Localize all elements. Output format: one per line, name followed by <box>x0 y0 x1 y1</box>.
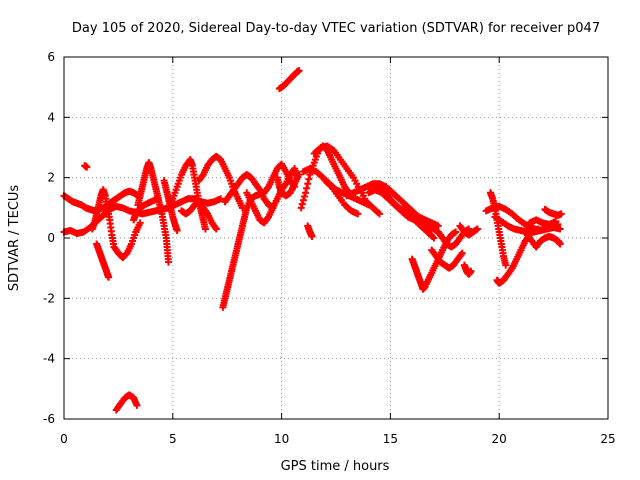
data-point <box>297 204 305 212</box>
y-tick-label: -2 <box>43 291 55 305</box>
series-arc-34 <box>493 225 542 287</box>
data-point <box>212 225 220 233</box>
data-point <box>303 184 311 192</box>
chart-title: Day 105 of 2020, Sidereal Day-to-day VTE… <box>72 21 600 36</box>
data-point <box>133 401 141 409</box>
x-axis-label: GPS time / hours <box>281 459 390 474</box>
data-point <box>295 67 303 75</box>
data-point <box>302 189 310 197</box>
series-arc-8 <box>130 195 162 224</box>
series-arc-5 <box>81 162 91 171</box>
series-arc-4 <box>93 240 113 281</box>
data-point <box>430 234 438 242</box>
y-axis-label: SDTVAR / TECUs <box>7 185 22 292</box>
data-point <box>105 273 113 281</box>
data-point <box>354 210 362 218</box>
data-point <box>434 222 442 230</box>
series-arc-29 <box>460 261 475 278</box>
data-point <box>458 249 466 257</box>
series-arc-20 <box>310 142 384 218</box>
data-point <box>217 195 225 203</box>
data-point <box>556 240 564 248</box>
data-point <box>299 196 307 204</box>
y-tick-label: -4 <box>43 352 55 366</box>
series-arc-11 <box>178 198 220 233</box>
data-point <box>295 171 303 179</box>
data-point <box>556 225 564 233</box>
series-arc-7 <box>134 159 172 266</box>
x-tick-label: 5 <box>169 432 177 446</box>
series-arc-22 <box>304 222 316 240</box>
data-point <box>154 195 162 203</box>
data-point <box>298 200 306 208</box>
data-point <box>305 175 313 183</box>
x-tick-label: 25 <box>600 432 615 446</box>
data-point <box>300 193 308 201</box>
y-tick-label: 6 <box>47 50 55 64</box>
series-arc-31 <box>486 189 510 269</box>
x-tick-label: 10 <box>274 432 289 446</box>
series-arc-35 <box>523 231 564 251</box>
data-point <box>534 225 542 233</box>
series-arc-15 <box>273 171 303 200</box>
series-arc-23 <box>343 180 436 233</box>
data-point <box>473 225 481 233</box>
series-arc-10 <box>195 153 246 212</box>
data-point <box>376 210 384 218</box>
series-arc-16 <box>275 67 303 93</box>
data-point <box>557 210 565 218</box>
data-point <box>467 267 475 275</box>
series-arc-36 <box>541 205 565 219</box>
data-point <box>201 225 209 233</box>
series-arc-18 <box>297 142 353 212</box>
series-arc-28 <box>428 246 466 272</box>
x-tick-label: 0 <box>60 432 68 446</box>
data-point <box>304 180 312 188</box>
data-point <box>552 217 560 225</box>
series-arc-3 <box>88 186 144 262</box>
y-tick-label: 2 <box>47 171 55 185</box>
data-points <box>60 67 565 414</box>
series-arc-37 <box>526 216 560 228</box>
series-arc-13 <box>221 171 277 212</box>
x-tick-label: 20 <box>492 432 507 446</box>
y-tick-label: 4 <box>47 110 55 124</box>
y-tick-label: -6 <box>43 412 55 426</box>
series-arc-21 <box>321 177 362 218</box>
data-point <box>502 261 510 269</box>
series-arc-30 <box>456 222 481 239</box>
series-arc-17 <box>112 391 141 414</box>
x-tick-label: 15 <box>383 432 398 446</box>
data-point <box>173 226 181 234</box>
data-point <box>83 163 91 171</box>
data-point <box>308 232 316 240</box>
data-point <box>164 258 172 266</box>
data-point <box>452 228 460 236</box>
ticks: 0 5 10 15 20 25 -6 -4 -2 0 2 4 6 <box>43 50 616 446</box>
data-point <box>136 219 144 227</box>
data-point <box>465 225 473 233</box>
y-tick-label: 0 <box>47 231 55 245</box>
